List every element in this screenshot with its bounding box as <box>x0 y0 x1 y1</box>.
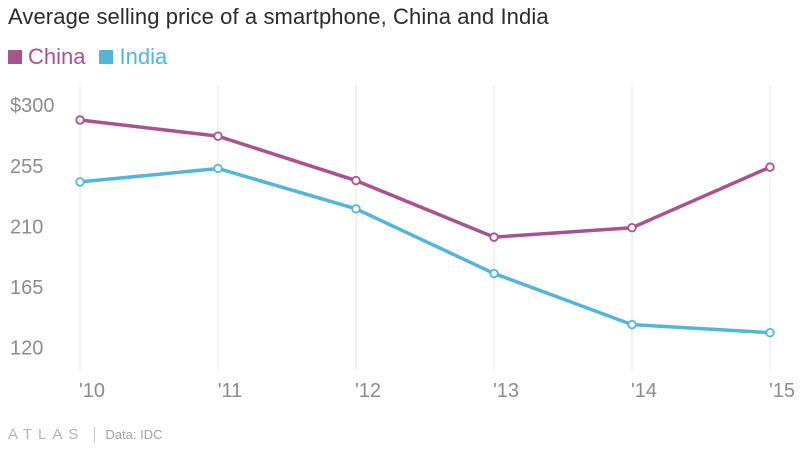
y-tick-label-3: 165 <box>10 277 43 299</box>
x-tick-label-4: '14 <box>631 380 657 402</box>
legend-label-india: India <box>119 44 168 69</box>
series-line-india <box>78 166 772 335</box>
data-point-china-5 <box>765 162 775 172</box>
legend-swatch-china <box>8 50 22 64</box>
x-tick-label-3: '13 <box>493 380 519 402</box>
legend: China India <box>8 44 167 70</box>
data-point-china-0 <box>75 115 85 125</box>
data-point-india-0 <box>75 177 85 187</box>
legend-item-india: India <box>99 44 167 70</box>
data-point-india-4 <box>627 319 637 330</box>
legend-label-china: China <box>28 44 86 69</box>
footer: ATLAS Data: IDC <box>8 426 162 443</box>
data-point-india-2 <box>351 204 361 214</box>
data-point-india-3 <box>489 268 499 279</box>
data-point-india-1 <box>213 163 223 174</box>
y-tick-label-2: 210 <box>10 216 43 238</box>
data-point-china-3 <box>489 232 499 242</box>
x-tick-label-1: '11 <box>218 380 243 402</box>
legend-swatch-india <box>99 50 114 64</box>
data-point-china-2 <box>351 175 361 186</box>
brand-logo: ATLAS <box>8 426 85 443</box>
y-tick-label-1: 255 <box>10 156 43 178</box>
data-point-india-5 <box>765 327 775 338</box>
footer-divider <box>94 426 96 443</box>
x-tick-label-0: '10 <box>79 380 105 402</box>
data-point-china-4 <box>627 222 637 233</box>
x-tick-label-5: '15 <box>769 380 795 402</box>
series-line-china <box>78 118 772 239</box>
x-tick-label-2: '12 <box>355 380 381 402</box>
data-point-china-1 <box>213 131 223 141</box>
y-tick-label-4: 120 <box>10 338 43 360</box>
data-source: Data: IDC <box>105 427 163 442</box>
legend-item-china: China <box>8 44 85 70</box>
y-tick-label-0: $300 <box>10 95 55 117</box>
chart-title: Average selling price of a smartphone, C… <box>8 4 549 29</box>
